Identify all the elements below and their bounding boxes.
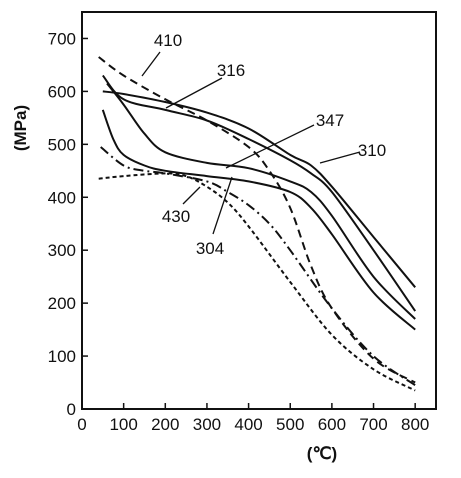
- x-tick-label: 300: [193, 415, 221, 434]
- y-tick-label: 600: [48, 82, 76, 101]
- series-label-310: 310: [358, 141, 386, 160]
- leader-line-316: [165, 77, 223, 109]
- x-axis-title: (℃): [307, 444, 337, 463]
- y-tick-label: 0: [67, 400, 76, 419]
- series-line-430: [100, 146, 416, 387]
- series-line-410: [98, 56, 416, 384]
- leader-line-430: [182, 186, 201, 205]
- x-tick-label: 500: [276, 415, 304, 434]
- series-line-347: [106, 82, 416, 320]
- y-tick-label: 500: [48, 135, 76, 154]
- y-tick-label: 200: [48, 294, 76, 313]
- x-tick-label: 200: [151, 415, 179, 434]
- x-tick-label: 800: [401, 415, 429, 434]
- leader-line-304: [212, 176, 233, 235]
- x-tick-label: 100: [109, 415, 137, 434]
- series-layer: [98, 56, 417, 392]
- series-line-304: [101, 109, 416, 331]
- x-tick-label: 600: [318, 415, 346, 434]
- leader-line-310: [319, 151, 361, 164]
- y-tick-label: 300: [48, 241, 76, 260]
- x-tick-label: 400: [234, 415, 262, 434]
- series-line-310: [102, 90, 416, 288]
- series-label-430: 430: [162, 207, 190, 226]
- plot-frame: [81, 11, 437, 410]
- series-label-347: 347: [316, 111, 344, 130]
- y-axis-ticks: 0 100 200 300 400 500 600 700: [48, 29, 88, 419]
- x-tick-label: 700: [359, 415, 387, 434]
- x-tick-label: 0: [77, 415, 86, 434]
- leader-line-410: [141, 51, 161, 77]
- series-label-410: 410: [154, 31, 182, 50]
- series-labels: 410 316 310 347 304 430: [141, 31, 386, 258]
- y-tick-label: 100: [48, 347, 76, 366]
- y-axis-title: (MPa): [11, 105, 30, 151]
- x-axis-ticks: 0 100 200 300 400 500 600 700 800: [77, 403, 429, 434]
- leader-line-347: [225, 124, 315, 169]
- series-line-316: [102, 74, 417, 312]
- plot-border: [81, 11, 437, 410]
- y-tick-label: 400: [48, 188, 76, 207]
- y-tick-label: 700: [48, 29, 76, 48]
- series-line-unlabeled-dotted: [98, 172, 416, 392]
- series-label-304: 304: [196, 239, 224, 258]
- series-label-316: 316: [217, 61, 245, 80]
